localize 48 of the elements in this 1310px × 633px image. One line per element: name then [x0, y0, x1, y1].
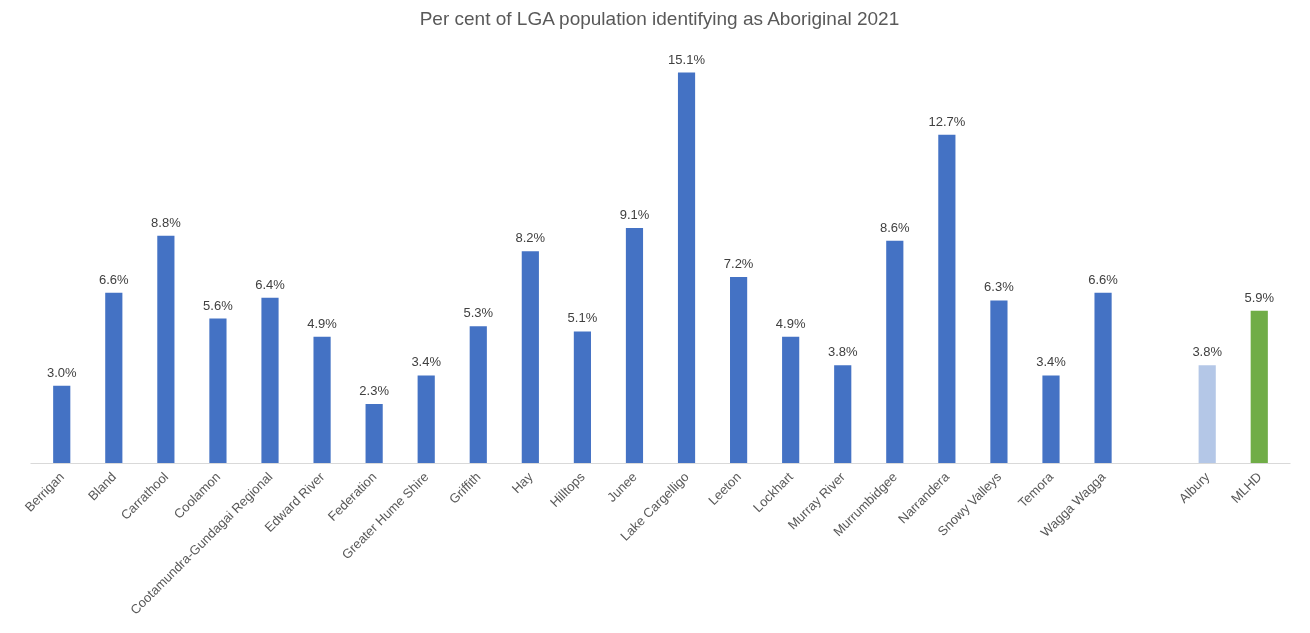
data-label: 9.1% — [619, 206, 650, 222]
chart-title: Per cent of LGA population identifying as Aboriginal 2021 — [419, 7, 900, 29]
bar — [834, 365, 852, 464]
bar — [990, 300, 1008, 464]
data-label: 15.1% — [668, 51, 706, 67]
data-label: 6.6% — [1088, 271, 1119, 287]
data-label: 4.9% — [307, 315, 338, 331]
data-label: 3.4% — [411, 354, 442, 370]
data-label: 3.8% — [827, 344, 858, 360]
data-label: 2.3% — [359, 382, 390, 398]
bar — [886, 240, 904, 464]
data-label: 8.6% — [879, 219, 911, 235]
bar — [1094, 292, 1112, 464]
bar — [1042, 375, 1060, 464]
data-label: 5.6% — [203, 297, 234, 313]
x-tick-label: Hay — [508, 468, 536, 497]
bar — [105, 292, 123, 464]
bar — [782, 336, 800, 464]
data-label: 12.7% — [928, 113, 966, 129]
bar — [53, 385, 71, 464]
bar — [625, 227, 644, 464]
bar — [677, 72, 696, 464]
data-label: 3.4% — [1036, 354, 1067, 370]
data-label: 5.1% — [567, 310, 598, 326]
data-label: 5.9% — [1244, 289, 1275, 305]
bar — [938, 134, 956, 464]
data-label: 8.8% — [151, 214, 182, 230]
data-label: 6.4% — [255, 276, 286, 292]
bar — [1198, 365, 1216, 464]
bar — [1250, 310, 1268, 464]
data-label: 4.9% — [775, 315, 806, 331]
bar — [209, 318, 227, 464]
data-label: 3.8% — [1192, 344, 1223, 360]
bar — [157, 235, 175, 464]
bar — [521, 251, 539, 464]
bar — [365, 403, 383, 464]
data-label: 6.3% — [984, 279, 1015, 295]
data-label: 3.0% — [46, 364, 77, 380]
bar — [573, 331, 591, 464]
bar — [469, 326, 487, 464]
bar — [313, 336, 331, 464]
data-label: 6.6% — [98, 271, 130, 287]
data-label: 5.3% — [463, 305, 494, 321]
data-label: 8.2% — [515, 230, 546, 246]
bar — [730, 277, 748, 464]
bar — [417, 375, 435, 464]
bar — [261, 297, 279, 464]
data-label: 7.2% — [723, 256, 754, 272]
